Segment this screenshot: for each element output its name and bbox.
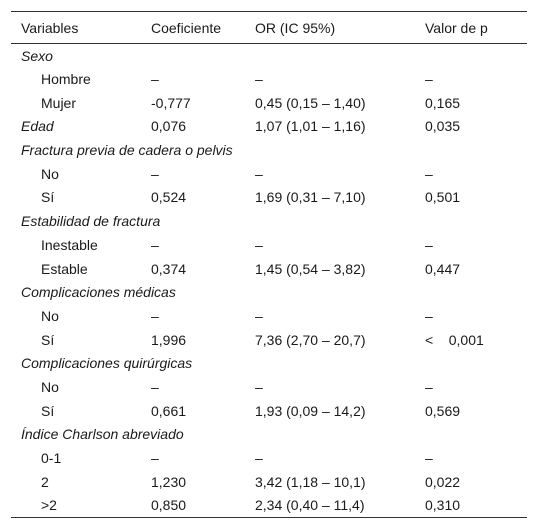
table-row: No – – – <box>11 375 527 399</box>
group-label: Fractura previa de cadera o pelvis <box>21 142 233 159</box>
or-cell: 0,45 (0,15 – 1,40) <box>255 94 366 111</box>
coeficiente-cell: – <box>151 165 159 182</box>
or-cell: 3,42 (1,18 – 10,1) <box>255 473 366 490</box>
or-cell: – <box>255 307 263 324</box>
p-value-cell: 0,022 <box>425 473 461 490</box>
table-row: 0-1 – – – <box>11 446 527 470</box>
coeficiente-cell: 1,230 <box>151 473 187 490</box>
header-row: Variables Coeficiente OR (IC 95%) Valor … <box>11 11 527 44</box>
category-label: Sí <box>41 402 55 419</box>
table-row: Estable 0,374 1,45 (0,54 – 3,82) 0,447 <box>11 257 527 281</box>
group-label: Índice Charlson abreviado <box>21 426 184 443</box>
p-value-cell: – <box>425 307 433 324</box>
p-value-cell: – <box>425 71 433 88</box>
category-label: Mujer <box>41 94 77 111</box>
table-row: Sexo <box>11 44 527 68</box>
table-row: Sí 0,524 1,69 (0,31 – 7,10) 0,501 <box>11 186 527 210</box>
coeficiente-cell: – <box>151 236 159 253</box>
or-cell: – <box>255 450 263 467</box>
category-label: No <box>41 165 59 182</box>
coeficiente-cell: – <box>151 378 159 395</box>
table-row: Índice Charlson abreviado <box>11 423 527 447</box>
table-row: Fractura previa de cadera o pelvis <box>11 138 527 162</box>
p-value-cell: 0,310 <box>425 497 461 514</box>
coeficiente-cell: 0,524 <box>151 189 187 206</box>
table-row: Estabilidad de fractura <box>11 209 527 233</box>
category-label: Sí <box>41 331 55 348</box>
table-row: Edad 0,076 1,07 (1,01 – 1,16) 0,035 <box>11 115 527 139</box>
header-coeficiente: Coeficiente <box>151 19 222 36</box>
group-label: Complicaciones médicas <box>21 284 176 301</box>
table-row: Hombre – – – <box>11 67 527 91</box>
p-value-cell: 0,501 <box>425 189 461 206</box>
coeficiente-cell: 0,374 <box>151 260 187 277</box>
group-label: Edad <box>21 118 54 135</box>
coeficiente-cell: – <box>151 450 159 467</box>
table-row: Mujer -0,777 0,45 (0,15 – 1,40) 0,165 <box>11 91 527 115</box>
or-cell: 1,69 (0,31 – 7,10) <box>255 189 366 206</box>
table-row: Complicaciones quirúrgicas <box>11 351 527 375</box>
p-value-cell: 0,035 <box>425 118 461 135</box>
table-row: Inestable – – – <box>11 233 527 257</box>
coeficiente-cell: – <box>151 71 159 88</box>
category-label: >2 <box>41 497 57 514</box>
category-label: No <box>41 307 59 324</box>
coeficiente-cell: -0,777 <box>151 94 191 111</box>
coeficiente-cell: 0,076 <box>151 118 187 135</box>
table-row: Complicaciones médicas <box>11 280 527 304</box>
category-label: Sí <box>41 189 55 206</box>
table-row: No – – – <box>11 162 527 186</box>
table-row: No – – – <box>11 304 527 328</box>
regression-table: Variables Coeficiente OR (IC 95%) Valor … <box>11 11 527 518</box>
p-value-cell: 0,447 <box>425 260 461 277</box>
category-label: 2 <box>41 473 49 490</box>
header-or: OR (IC 95%) <box>255 19 336 36</box>
category-label: Estable <box>41 260 88 277</box>
group-label: Estabilidad de fractura <box>21 213 161 230</box>
or-cell: – <box>255 236 263 253</box>
header-valor-p: Valor de p <box>425 19 488 36</box>
category-label: No <box>41 378 59 395</box>
regression-table-container: Variables Coeficiente OR (IC 95%) Valor … <box>11 11 527 518</box>
p-value-cell: < 0,001 <box>425 331 484 348</box>
group-label: Complicaciones quirúrgicas <box>21 355 193 372</box>
or-cell: – <box>255 71 263 88</box>
table-row: >2 0,850 2,34 (0,40 – 11,4) 0,310 <box>11 494 527 518</box>
category-label: Inestable <box>41 236 98 253</box>
or-cell: 7,36 (2,70 – 20,7) <box>255 331 366 348</box>
coeficiente-cell: 1,996 <box>151 331 187 348</box>
table-row: 2 1,230 3,42 (1,18 – 10,1) 0,022 <box>11 470 527 494</box>
p-value-cell: – <box>425 165 433 182</box>
coeficiente-cell: 0,661 <box>151 402 187 419</box>
category-label: Hombre <box>41 71 91 88</box>
table-header: Variables Coeficiente OR (IC 95%) Valor … <box>11 11 527 44</box>
table-row: Sí 1,996 7,36 (2,70 – 20,7) < 0,001 <box>11 328 527 352</box>
or-cell: – <box>255 165 263 182</box>
or-cell: 1,45 (0,54 – 3,82) <box>255 260 366 277</box>
p-value-cell: 0,165 <box>425 94 461 111</box>
header-variables: Variables <box>21 19 79 36</box>
coeficiente-cell: – <box>151 307 159 324</box>
p-value-cell: – <box>425 236 433 253</box>
or-cell: 1,93 (0,09 – 14,2) <box>255 402 366 419</box>
or-cell: – <box>255 378 263 395</box>
or-cell: 1,07 (1,01 – 1,16) <box>255 118 366 135</box>
p-value-cell: – <box>425 450 433 467</box>
category-label: 0-1 <box>41 450 62 467</box>
or-cell: 2,34 (0,40 – 11,4) <box>255 497 365 514</box>
table-body: Sexo Hombre – – – Mujer -0,777 0,45 (0,15 – 1,4… <box>11 44 527 518</box>
table-row: Sí 0,661 1,93 (0,09 – 14,2) 0,569 <box>11 399 527 423</box>
p-value-cell: – <box>425 378 433 395</box>
coeficiente-cell: 0,850 <box>151 497 187 514</box>
group-label: Sexo <box>21 47 53 64</box>
p-value-cell: 0,569 <box>425 402 461 419</box>
